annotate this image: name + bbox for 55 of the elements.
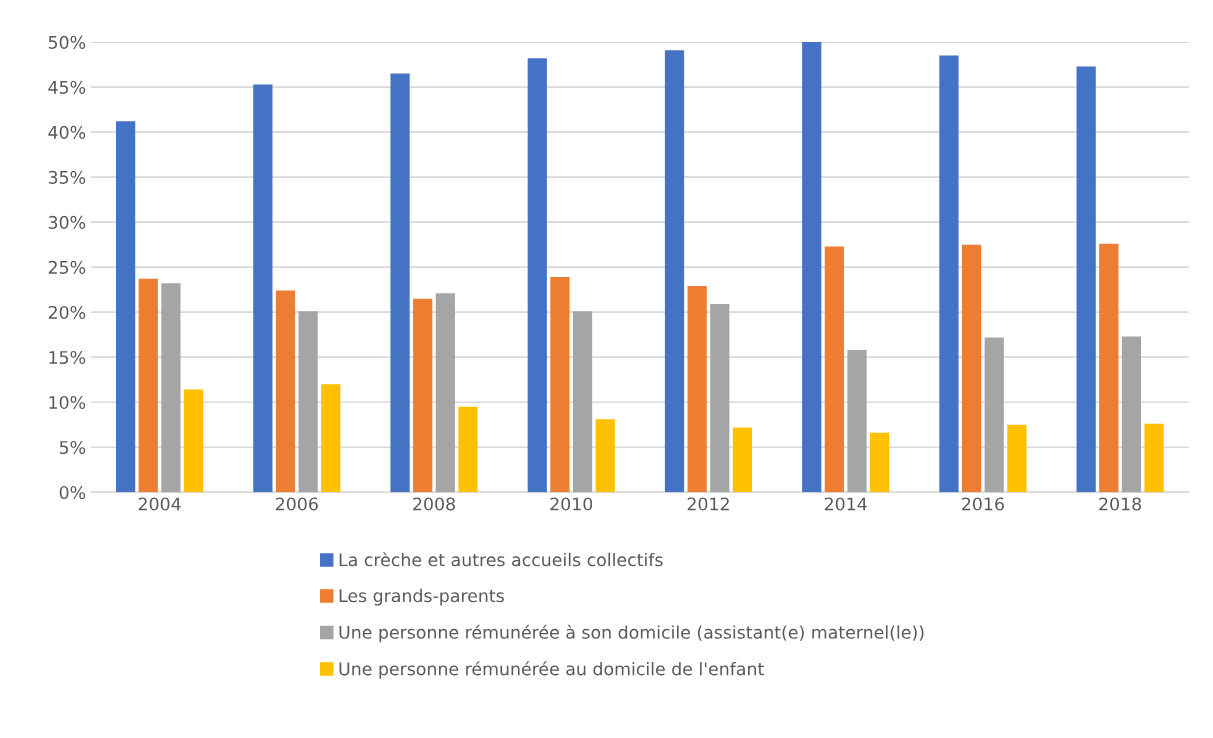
bar [413, 298, 433, 493]
bar [595, 419, 615, 493]
bar [572, 311, 593, 493]
y-tick-label: 25% [48, 260, 86, 274]
y-tick-label: 15% [49, 350, 86, 365]
bar [161, 283, 181, 493]
bar [824, 246, 844, 493]
legend-label: Les grands-parents [339, 588, 504, 606]
y-tick-label: 20% [48, 305, 86, 320]
x-tick-label: 2014 [824, 497, 867, 511]
y-tick-label: 45% [48, 80, 86, 94]
legend-label: Une personne rémunérée au domicile de l'enfant [339, 661, 764, 679]
bar [275, 290, 296, 493]
bar [527, 58, 547, 493]
bar [961, 244, 982, 493]
x-tick-label: 2004 [138, 497, 181, 511]
x-tick-label: 2010 [550, 497, 593, 511]
bar [550, 277, 570, 493]
bar [939, 55, 959, 493]
legend-label: Une personne rémunérée à son domicile (assistant(e) maternel(le)) [339, 624, 924, 643]
bar [1121, 336, 1142, 493]
bar [710, 304, 730, 493]
bar [687, 286, 707, 493]
y-tick-label: 50% [48, 35, 86, 49]
y-tick-label: 35% [48, 170, 86, 184]
bar [664, 50, 685, 493]
x-tick-label: 2008 [413, 497, 455, 511]
x-tick-label: 2012 [687, 497, 729, 511]
x-tick-label: 2018 [1099, 497, 1142, 511]
bar [870, 432, 890, 493]
bar [183, 389, 204, 493]
bar [458, 406, 478, 493]
bar [1076, 66, 1096, 493]
y-tick-label: 5% [59, 440, 86, 455]
bar [1144, 423, 1164, 493]
y-tick-label: 40% [48, 125, 86, 139]
y-tick-label: 30% [48, 215, 86, 229]
bar [138, 278, 158, 493]
bar [984, 337, 1004, 493]
bar [847, 349, 867, 493]
bar [321, 384, 341, 493]
bar [390, 73, 410, 493]
bar [732, 427, 753, 493]
bar [298, 311, 318, 493]
y-tick-label: 0% [59, 485, 86, 500]
bar [1007, 424, 1027, 493]
bar [253, 84, 273, 493]
legend-label: La crèche et autres accueils collectifs [339, 552, 663, 567]
bar [802, 42, 822, 493]
y-tick-label: 10% [49, 395, 86, 410]
bar [435, 293, 455, 493]
x-tick-label: 2006 [275, 497, 318, 511]
bar [1099, 243, 1119, 493]
x-tick-label: 2016 [962, 497, 1004, 511]
bar [116, 121, 136, 493]
